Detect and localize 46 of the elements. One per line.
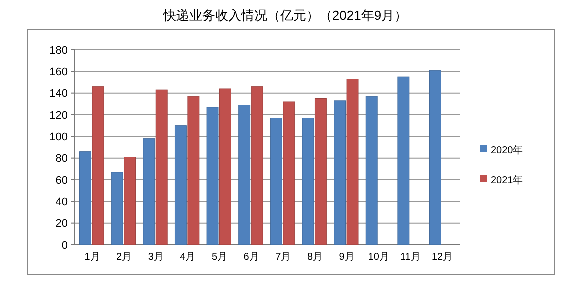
bar: [156, 90, 168, 246]
bar: [111, 172, 124, 246]
x-tick-label: 3月: [148, 252, 164, 263]
y-tick-label: 180: [50, 44, 68, 57]
legend-label: 2021年: [491, 174, 524, 186]
bar: [302, 118, 314, 246]
y-tick-label: 60: [56, 174, 68, 187]
bar: [238, 105, 251, 246]
bar: [283, 102, 296, 246]
y-tick-label: 20: [56, 218, 68, 230]
bar: [314, 98, 327, 246]
bar: [80, 152, 92, 246]
x-tick-label: 2月: [116, 252, 132, 263]
bar: [334, 100, 346, 246]
bar: [270, 118, 282, 246]
bar: [124, 157, 136, 246]
y-tick-label: 0: [62, 240, 68, 252]
x-tick-label: 11月: [400, 252, 421, 263]
x-tick-label: 8月: [307, 252, 324, 263]
y-tick-label: 160: [50, 66, 68, 79]
legend-label: 2020年: [491, 144, 524, 156]
bar: [174, 126, 187, 246]
bar: [430, 70, 442, 246]
x-tick-label: 6月: [244, 252, 260, 263]
x-tick-label: 10月: [368, 252, 390, 263]
bar: [188, 96, 200, 246]
chart-title: 快递业务收入情况（亿元）（2021年9月）: [162, 8, 408, 23]
bar: [251, 86, 264, 246]
x-tick-label: 1月: [84, 252, 100, 263]
y-tick-label: 100: [50, 132, 68, 144]
bar: [206, 107, 219, 246]
y-tick-label: 140: [50, 88, 68, 100]
x-tick-label: 12月: [432, 252, 454, 263]
x-tick-label: 5月: [212, 252, 228, 263]
bar: [92, 86, 104, 246]
bar: [220, 88, 232, 246]
bar: [143, 138, 156, 246]
x-tick-label: 7月: [276, 252, 292, 263]
x-tick-label: 9月: [339, 252, 355, 263]
y-tick-label: 80: [56, 153, 68, 166]
bar: [398, 76, 410, 246]
x-tick-label: 4月: [180, 252, 196, 263]
y-tick-label: 40: [56, 196, 68, 209]
bar: [346, 79, 359, 246]
y-tick-label: 120: [50, 110, 68, 122]
bar: [366, 96, 378, 246]
